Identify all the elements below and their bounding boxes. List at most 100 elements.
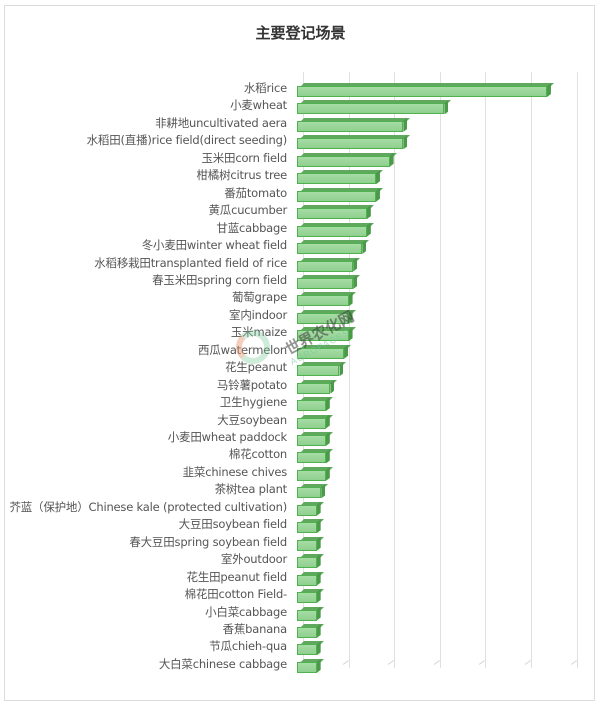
bar-front bbox=[297, 539, 317, 551]
bar-row: 非耕地uncultivated aera bbox=[0, 115, 601, 132]
bar[interactable] bbox=[297, 641, 324, 656]
bar-front bbox=[297, 190, 376, 202]
bar[interactable] bbox=[297, 501, 324, 516]
bar-row: 芥蓝（保护地）Chinese kale (protected cultivati… bbox=[0, 499, 601, 516]
bar-side bbox=[349, 327, 353, 341]
bar-side bbox=[326, 449, 330, 463]
bar[interactable] bbox=[297, 623, 324, 638]
category-label: 大白菜chinese cabbage bbox=[158, 656, 287, 671]
bar[interactable] bbox=[297, 257, 361, 272]
bar-side bbox=[330, 380, 334, 394]
bar[interactable] bbox=[297, 606, 324, 621]
bar-side bbox=[317, 502, 321, 516]
bar[interactable] bbox=[297, 100, 452, 115]
category-label: 棉花田cotton Field- bbox=[184, 587, 288, 602]
bar-front bbox=[297, 469, 326, 481]
category-label: 甘蓝cabbage bbox=[216, 220, 287, 235]
bar-front bbox=[297, 312, 349, 324]
bar-row: 大豆田soybean field bbox=[0, 516, 601, 534]
bar-front bbox=[297, 347, 345, 359]
bar[interactable] bbox=[297, 536, 324, 551]
category-label: 春玉米田spring corn field bbox=[152, 272, 287, 287]
bar-row: 甘蓝cabbage bbox=[0, 220, 601, 237]
chart-title: 主要登记场景 bbox=[255, 24, 346, 42]
bar-side bbox=[349, 292, 353, 306]
bar-row: 花生田peanut field bbox=[0, 569, 601, 586]
bar-row: 棉花田cotton Field- bbox=[0, 586, 601, 604]
bar[interactable] bbox=[297, 292, 356, 307]
bar-side bbox=[344, 345, 348, 359]
bar[interactable] bbox=[297, 152, 397, 167]
category-label: 小麦wheat bbox=[230, 98, 287, 113]
bar[interactable] bbox=[297, 187, 383, 202]
bar-front bbox=[297, 382, 331, 394]
bar-side bbox=[317, 624, 321, 638]
bar[interactable] bbox=[297, 205, 374, 220]
bar-front bbox=[297, 208, 367, 220]
bar-row: 茶树tea plant bbox=[0, 481, 601, 499]
bar[interactable] bbox=[297, 117, 411, 132]
bar[interactable] bbox=[297, 379, 338, 394]
bar-side bbox=[353, 258, 357, 272]
category-label: 水稻rice bbox=[243, 81, 287, 95]
bar-front bbox=[297, 452, 326, 464]
bar-row: 番茄tomato bbox=[0, 185, 601, 202]
category-label: 西瓜watermelon bbox=[198, 342, 287, 357]
bar-side bbox=[317, 519, 321, 533]
bar-front bbox=[297, 522, 317, 534]
bar-front bbox=[297, 417, 326, 429]
bar[interactable] bbox=[297, 589, 324, 604]
bar-side bbox=[317, 589, 321, 603]
category-label: 小白菜cabbage bbox=[205, 604, 287, 619]
bar-front bbox=[297, 86, 547, 97]
bar[interactable] bbox=[297, 397, 333, 412]
bar[interactable] bbox=[297, 344, 352, 359]
bar-row: 室内indoor bbox=[0, 307, 601, 324]
bar[interactable] bbox=[297, 362, 347, 377]
bar-side bbox=[390, 153, 394, 167]
bar[interactable] bbox=[297, 222, 374, 237]
category-label: 室内indoor bbox=[229, 307, 287, 322]
bar-row: 春大豆田spring soybean field bbox=[0, 534, 601, 551]
bar[interactable] bbox=[297, 466, 333, 481]
bar[interactable] bbox=[297, 309, 356, 324]
bar-row: 葡萄grape bbox=[0, 289, 601, 307]
category-label: 芥蓝（保护地）Chinese kale (protected cultivati… bbox=[9, 499, 287, 514]
bar-row: 大豆soybean bbox=[0, 412, 601, 429]
bar[interactable] bbox=[297, 449, 333, 464]
bar-front bbox=[297, 557, 317, 569]
bar[interactable] bbox=[297, 240, 370, 255]
bar-side bbox=[326, 467, 330, 481]
category-label: 水稻田(直播)rice field(direct seeding) bbox=[86, 133, 288, 148]
bar[interactable] bbox=[297, 135, 411, 150]
bar-front bbox=[297, 103, 445, 115]
bar[interactable] bbox=[297, 274, 361, 289]
bar[interactable] bbox=[297, 484, 329, 499]
category-label: 番茄tomato bbox=[224, 185, 287, 200]
gridline bbox=[348, 72, 350, 668]
bar[interactable] bbox=[297, 327, 356, 342]
bar-front bbox=[297, 592, 317, 604]
category-label: 大豆田soybean field bbox=[178, 517, 288, 532]
category-label: 水稻移栽田transplanted field of rice bbox=[94, 255, 287, 270]
bar-side bbox=[403, 118, 407, 132]
category-label: 玉米maize bbox=[230, 325, 287, 340]
bar[interactable] bbox=[297, 83, 554, 97]
bar[interactable] bbox=[297, 554, 324, 569]
category-label: 花生田peanut field bbox=[186, 569, 288, 584]
category-label: 柑橘树citrus tree bbox=[196, 168, 287, 183]
bar[interactable] bbox=[297, 571, 324, 586]
bar-side bbox=[321, 484, 325, 498]
bar-side bbox=[547, 83, 551, 97]
bar-row: 水稻田(直播)rice field(direct seeding) bbox=[0, 132, 601, 150]
bar[interactable] bbox=[297, 658, 324, 673]
bar[interactable] bbox=[297, 414, 333, 429]
bar-front bbox=[297, 574, 317, 586]
bar-front bbox=[297, 435, 326, 446]
bar[interactable] bbox=[297, 519, 324, 534]
bar-front bbox=[297, 487, 322, 499]
bar-front bbox=[297, 504, 317, 516]
bar[interactable] bbox=[297, 432, 333, 446]
bar-row: 马铃薯potato bbox=[0, 377, 601, 394]
bar[interactable] bbox=[297, 170, 383, 185]
